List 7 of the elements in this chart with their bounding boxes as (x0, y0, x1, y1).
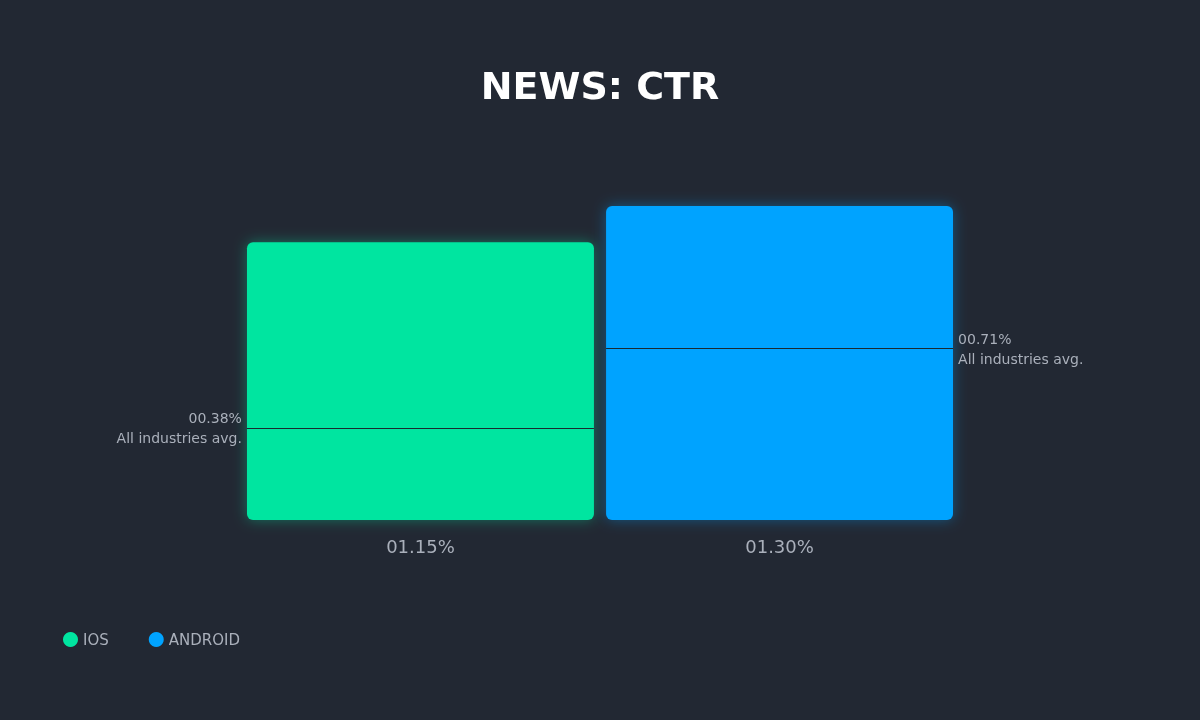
ref-line-label: 00.38% All industries avg. (116, 410, 242, 447)
legend-label: IOS (83, 630, 109, 649)
chart-title: NEWS: CTR (480, 64, 720, 108)
data-label: 01.15% (386, 535, 455, 557)
legend-label: ANDROID (168, 630, 240, 649)
data-label: 01.30% (745, 535, 814, 557)
ref-line-label: 00.71% All industries avg. (958, 330, 1084, 367)
